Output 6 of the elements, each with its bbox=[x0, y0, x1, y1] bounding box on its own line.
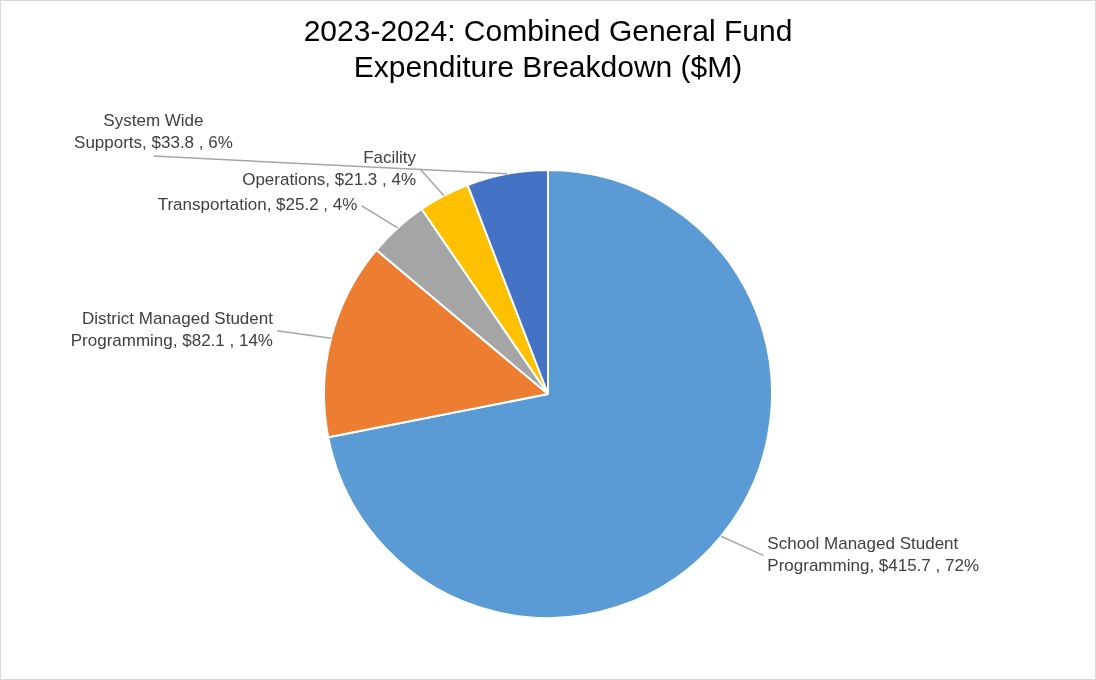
chart-title: 2023-2024: Combined General Fund Expenditure Breakdown ($M) bbox=[303, 14, 793, 84]
slice-label: School Managed Student Programming, $415.7 , 72% bbox=[767, 534, 980, 576]
slice-label: System Wide Supports, $33.8 , 6% bbox=[74, 110, 233, 152]
slice-label: Transportation, $25.2 , 4% bbox=[157, 195, 358, 215]
slice-label: Facility Operations, $21.3 , 4% bbox=[242, 147, 417, 189]
slice-label: District Managed Student Programming, $82.1 , 14% bbox=[70, 309, 274, 351]
